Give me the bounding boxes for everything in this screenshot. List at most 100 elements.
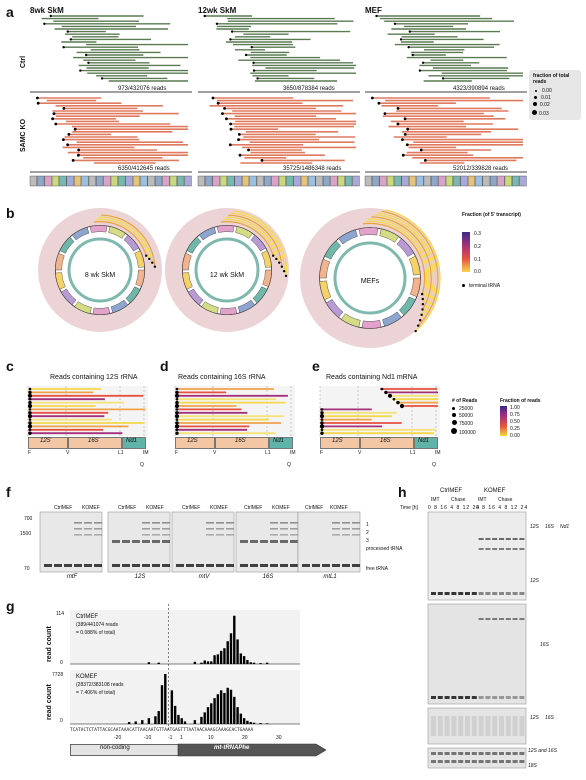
gene-segment	[379, 228, 399, 243]
mark-f-e: F	[320, 450, 324, 456]
processed-trna-label: processed tRNA	[366, 546, 403, 552]
gel-band	[458, 752, 464, 755]
bar-KOMEF-15	[216, 694, 220, 724]
precursor-band	[332, 528, 340, 530]
bar-CtrlMEF-17	[223, 648, 226, 664]
precursor-band	[270, 528, 278, 530]
read-count-dot	[27, 393, 33, 398]
gel-band	[444, 696, 450, 699]
gene-block	[125, 175, 133, 187]
gene-block	[364, 175, 372, 187]
read-dot	[229, 38, 232, 41]
reads-bg	[175, 386, 295, 436]
gel-band	[492, 760, 498, 763]
gel-band	[444, 760, 450, 763]
read-dot	[223, 107, 226, 110]
precursor-band	[74, 528, 82, 530]
gene-block	[453, 175, 461, 187]
gel-band	[485, 696, 491, 699]
gel-band	[519, 696, 525, 699]
pulse-chase-gel	[427, 603, 527, 705]
read-count-dot	[174, 393, 180, 398]
rrna-band	[152, 540, 160, 543]
gene-segment	[182, 253, 192, 271]
gel-band	[499, 548, 504, 550]
gene-block	[445, 175, 453, 187]
read-count-dot	[175, 421, 179, 425]
gene-segment	[361, 320, 382, 329]
read-dot	[406, 127, 410, 131]
read-count-dot	[28, 411, 32, 415]
gel-band	[431, 760, 436, 763]
bar-KOMEF-12	[206, 707, 210, 724]
gel-lane	[485, 716, 491, 736]
gene-segment	[59, 236, 75, 254]
precursor-band	[290, 528, 298, 530]
gene-block	[197, 175, 205, 187]
transcript-arc	[220, 221, 274, 256]
h-chase-ko: Chase	[498, 497, 513, 503]
gene-block	[504, 175, 512, 187]
cb-tick-3: 0.0	[474, 269, 481, 275]
gene-block	[352, 175, 360, 187]
ko-pct: = 7.406% of total)	[76, 690, 116, 696]
gene-segment	[123, 234, 140, 252]
read-dot	[77, 148, 81, 152]
mark-l1-c: L1	[118, 450, 124, 456]
bar-KOMEF-14	[213, 698, 216, 724]
read-dot	[228, 143, 232, 147]
noncoding-label: non-coding	[100, 745, 130, 751]
gene-block	[249, 175, 257, 187]
legend-item-3: 0.03	[532, 110, 549, 117]
precursor-band	[226, 534, 234, 536]
gene-segment	[182, 272, 193, 290]
size-mark-1500: 1500	[20, 531, 32, 537]
gel-band	[465, 760, 470, 763]
gene-block	[205, 175, 213, 187]
read-dot	[375, 14, 378, 18]
transcript-arc	[365, 220, 428, 300]
blot-group-ctrl-3: CtrlMEF	[182, 505, 201, 511]
gel-band	[519, 548, 525, 550]
gene-block	[278, 175, 286, 187]
gene-block	[300, 175, 309, 187]
precursor-band	[342, 534, 350, 536]
free-trna-band	[142, 564, 150, 567]
precursor-band	[352, 522, 360, 524]
bar-KOMEF-1	[170, 690, 174, 724]
bar-CtrlMEF-28	[259, 663, 262, 664]
gene-segment	[187, 288, 204, 306]
bar-CtrlMEF--6	[147, 662, 151, 664]
fraction-colorbar	[500, 406, 507, 436]
gene-segment	[410, 277, 421, 298]
frac-tick-0: 1.00	[510, 405, 520, 411]
bar-KOMEF-13	[210, 703, 213, 724]
size-legend-3: 100000	[451, 428, 476, 436]
precursor-band	[280, 528, 288, 530]
gene-block	[416, 175, 424, 187]
gene-block	[147, 175, 155, 187]
col-header-12wk: 12wk SkM	[198, 6, 237, 15]
gel-band	[465, 592, 470, 595]
legend-item-1: 0.01	[534, 95, 551, 101]
read-count-dot	[319, 424, 325, 429]
bar-KOMEF--1	[164, 674, 167, 724]
read-dot	[36, 96, 39, 100]
free-trna-band	[270, 564, 278, 567]
panel-d-label: d	[160, 358, 169, 374]
free-trna-band	[112, 564, 120, 567]
bar-CtrlMEF-8	[193, 661, 197, 664]
read-count-dot	[28, 400, 32, 405]
read-dot	[62, 46, 65, 49]
read-count-dot	[175, 418, 179, 421]
rrna-band	[280, 540, 288, 543]
gene-12s-d: 12S	[187, 438, 198, 444]
transcript-arc	[381, 210, 439, 327]
mark-im-e: IM	[435, 450, 441, 456]
gel-band	[478, 696, 484, 699]
sequence-text: TCATACTCTATTACGCAATAAACATTAACAATGTTAATGA…	[70, 728, 254, 733]
read-count-dot	[28, 387, 32, 391]
transcript-arc	[377, 212, 437, 321]
x-tick-1: 1	[180, 735, 183, 741]
ko-ymax: 7728	[52, 672, 64, 678]
